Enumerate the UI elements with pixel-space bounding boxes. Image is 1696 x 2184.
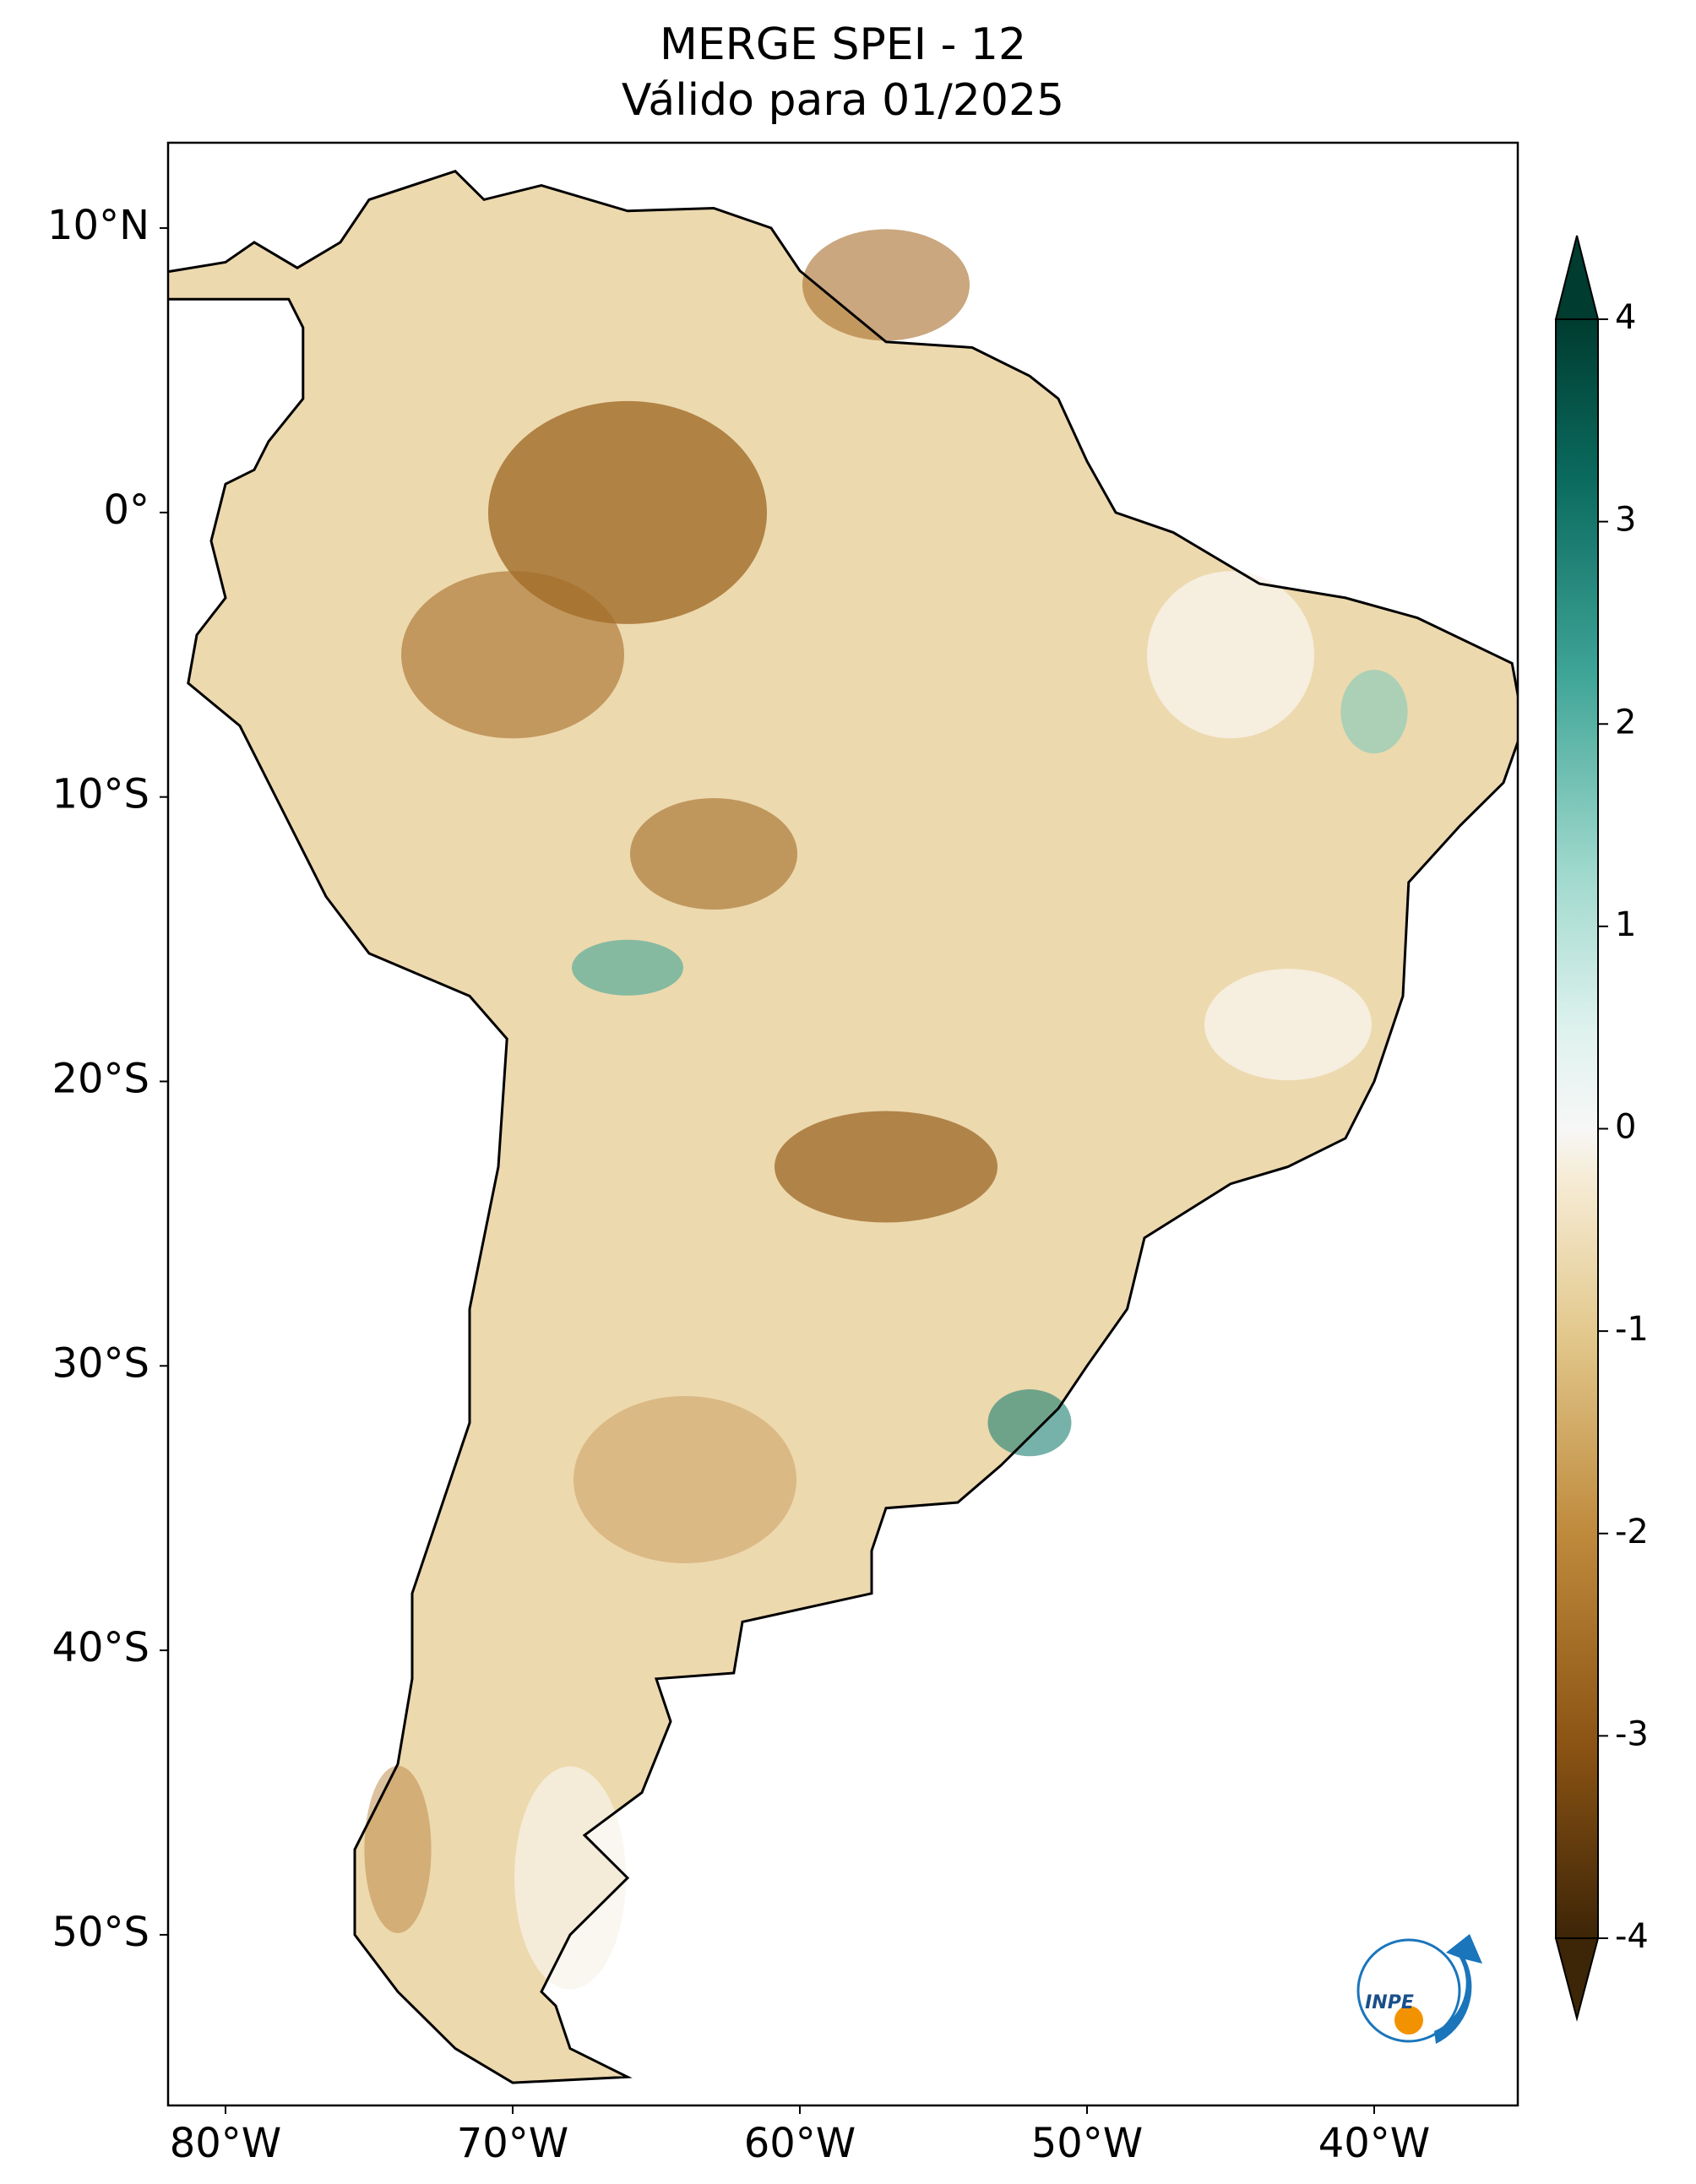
y-tick-label: 30°S (52, 1339, 149, 1387)
colorbar-extend-bottom (1554, 1937, 1600, 2022)
colorbar-tick-label: 2 (1615, 703, 1636, 742)
y-tick-label: 50°S (52, 1909, 149, 1956)
colorbar-tick-label: 0 (1615, 1108, 1636, 1147)
y-tick-label: 0° (103, 486, 149, 534)
map-shade (802, 229, 970, 341)
map-shade (572, 939, 683, 996)
logo-dot (1394, 2006, 1423, 2035)
colorbar-tick-label: 4 (1615, 298, 1636, 337)
colorbar-scale (1556, 319, 1598, 1938)
x-tick-label: 60°W (744, 2120, 856, 2167)
axes: 80°W 70°W 60°W 50°W 40°W 10°N 0° 10°S 20°S 30°S 40… (47, 202, 1430, 2167)
y-tick-label: 20°S (52, 1055, 149, 1102)
x-tick-label: 40°W (1318, 2120, 1431, 2167)
logo: INPE (1356, 1934, 1482, 2044)
map (168, 169, 1518, 2084)
map-shade (401, 571, 624, 739)
map-shade (488, 400, 767, 624)
title: MERGE SPEI - 12 (660, 19, 1026, 70)
map-shade (1340, 670, 1408, 754)
x-tick-label: 70°W (457, 2120, 569, 2167)
colorbar-tick-label: -4 (1615, 1917, 1649, 1956)
colorbar-tick-label: 3 (1615, 501, 1636, 540)
colorbar-tick-label: 1 (1615, 905, 1636, 944)
map-shade (364, 1765, 432, 1933)
map-shade (1204, 969, 1372, 1081)
x-tick-label: 80°W (170, 2120, 282, 2167)
colorbar-tick-label: -2 (1615, 1513, 1649, 1551)
map-shade (573, 1396, 796, 1564)
logo-text: INPE (1365, 1992, 1414, 2013)
colorbar-tick-label: -1 (1615, 1310, 1649, 1349)
y-tick-label: 10°N (47, 202, 149, 249)
logo-ring (1356, 1938, 1461, 2043)
x-tick-label: 50°W (1031, 2120, 1144, 2167)
map-shade (1147, 571, 1314, 739)
colorbar-tick-label: -3 (1615, 1714, 1649, 1753)
map-shade (630, 798, 797, 910)
coastline (168, 169, 1518, 2084)
colorbar-extend-top (1554, 235, 1600, 320)
y-tick-label: 10°S (52, 771, 149, 818)
y-tick-label: 40°S (52, 1624, 149, 1671)
map-shade (514, 1766, 626, 1990)
subtitle: Válido para 01/2025 (622, 75, 1064, 126)
logo-arrow (1434, 1934, 1482, 2044)
colorbar: -4 -3 -2 -1 0 1 2 3 4 (1554, 235, 1649, 2022)
map-shade (987, 1389, 1072, 1457)
map-shade (775, 1111, 997, 1223)
map-frame (166, 141, 1519, 2107)
